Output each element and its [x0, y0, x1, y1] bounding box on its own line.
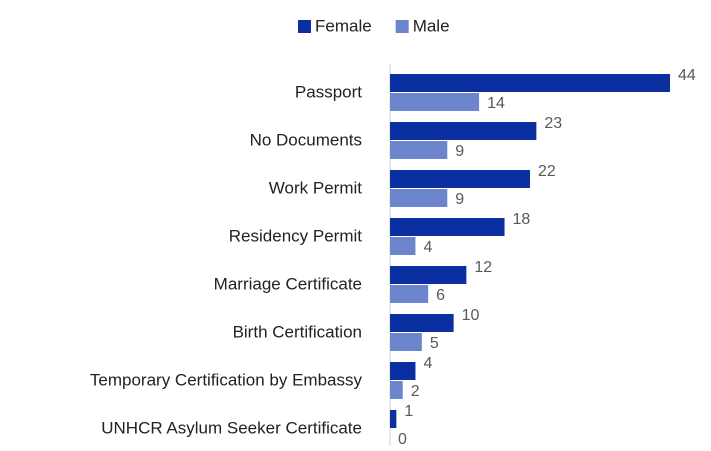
value-label: 18 — [513, 211, 531, 228]
bar — [390, 218, 505, 236]
value-label: 9 — [455, 191, 464, 208]
value-label: 10 — [462, 307, 480, 324]
bar — [390, 362, 416, 380]
legend-swatch — [395, 20, 409, 33]
value-label: 5 — [430, 335, 439, 352]
value-label: 23 — [544, 115, 562, 132]
value-label: 2 — [411, 383, 420, 400]
bar — [390, 122, 537, 140]
category-label: UNHCR Asylum Seeker Certificate — [101, 418, 362, 437]
bar — [390, 170, 530, 188]
category-label: Passport — [295, 82, 362, 101]
category-label: Work Permit — [269, 178, 362, 197]
value-label: 6 — [436, 287, 445, 304]
value-label: 44 — [678, 67, 696, 84]
value-label: 0 — [398, 431, 407, 446]
value-label: 22 — [538, 163, 556, 180]
bar — [390, 93, 480, 111]
bar — [390, 74, 670, 92]
category-label: Temporary Certification by Embassy — [90, 370, 363, 389]
category-label: Birth Certification — [233, 322, 362, 341]
bar — [390, 381, 403, 399]
bar — [390, 285, 429, 303]
value-label: 9 — [455, 143, 464, 160]
value-label: 1 — [404, 403, 413, 420]
legend-label: Male — [413, 16, 450, 35]
value-label: 12 — [474, 259, 492, 276]
category-label: Marriage Certificate — [214, 274, 362, 293]
bar — [390, 314, 454, 332]
bar — [390, 333, 422, 351]
category-label: Residency Permit — [229, 226, 362, 245]
bar — [390, 189, 448, 207]
bar — [390, 266, 467, 284]
value-label: 4 — [423, 355, 432, 372]
legend-label: Female — [315, 16, 372, 35]
legend-swatch — [298, 20, 311, 33]
bar — [390, 237, 416, 255]
bar — [390, 141, 448, 159]
value-label: 14 — [487, 95, 505, 112]
value-label: 4 — [423, 239, 432, 256]
category-label: No Documents — [250, 130, 362, 149]
bar — [390, 410, 397, 428]
